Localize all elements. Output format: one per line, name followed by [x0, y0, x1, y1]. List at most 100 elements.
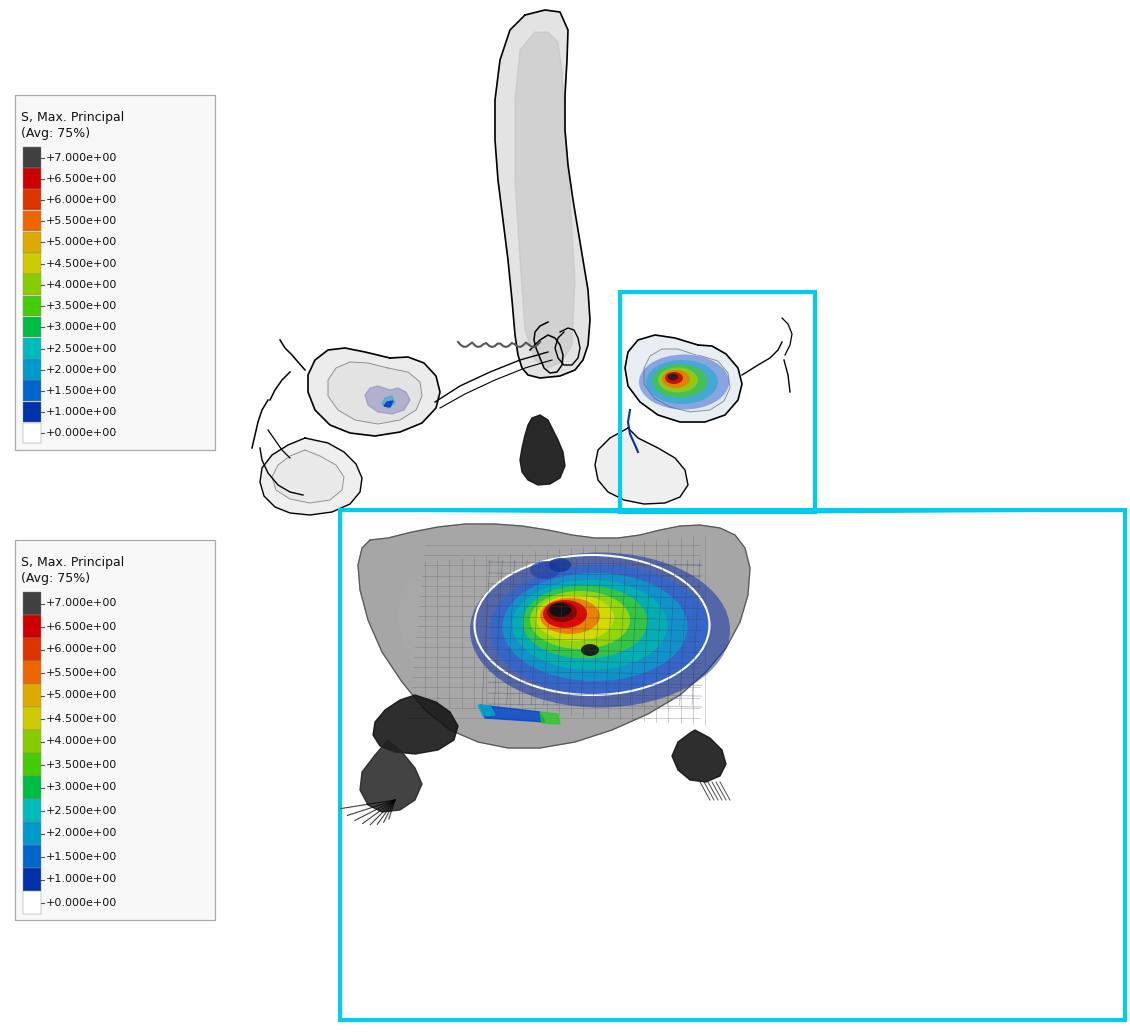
- Polygon shape: [358, 524, 750, 748]
- Bar: [23, 359, 41, 380]
- Polygon shape: [272, 450, 344, 503]
- Text: +4.500e+00: +4.500e+00: [46, 259, 118, 269]
- Bar: [15, 540, 215, 920]
- Polygon shape: [625, 335, 742, 422]
- Ellipse shape: [540, 598, 600, 634]
- Polygon shape: [384, 401, 393, 407]
- Bar: [23, 592, 41, 615]
- Bar: [340, 510, 1125, 1021]
- Text: (Avg: 75%): (Avg: 75%): [21, 572, 90, 585]
- Text: +3.000e+00: +3.000e+00: [46, 322, 118, 332]
- Ellipse shape: [547, 602, 577, 622]
- Text: S, Max. Principal: S, Max. Principal: [21, 111, 124, 124]
- Polygon shape: [480, 705, 545, 722]
- Text: +2.000e+00: +2.000e+00: [46, 828, 118, 838]
- Ellipse shape: [581, 644, 599, 656]
- Text: +4.000e+00: +4.000e+00: [46, 279, 118, 290]
- Polygon shape: [373, 694, 458, 755]
- Ellipse shape: [646, 360, 718, 404]
- Bar: [23, 422, 41, 444]
- Text: +5.500e+00: +5.500e+00: [46, 216, 118, 227]
- Text: (Avg: 75%): (Avg: 75%): [21, 127, 90, 140]
- Bar: [23, 822, 41, 845]
- Polygon shape: [360, 740, 421, 812]
- Bar: [23, 380, 41, 402]
- Polygon shape: [672, 730, 725, 782]
- Bar: [620, 292, 815, 512]
- Text: +0.000e+00: +0.000e+00: [46, 897, 118, 908]
- Polygon shape: [596, 428, 688, 504]
- Ellipse shape: [638, 355, 729, 410]
- Bar: [23, 753, 41, 775]
- Bar: [23, 211, 41, 232]
- Polygon shape: [540, 712, 560, 724]
- Ellipse shape: [652, 364, 707, 398]
- Bar: [23, 232, 41, 253]
- Bar: [23, 845, 41, 867]
- Polygon shape: [260, 438, 362, 515]
- Text: +6.000e+00: +6.000e+00: [46, 195, 118, 205]
- Ellipse shape: [530, 591, 631, 649]
- Bar: [23, 868, 41, 890]
- Bar: [23, 707, 41, 730]
- Polygon shape: [495, 10, 590, 378]
- Bar: [23, 776, 41, 798]
- Ellipse shape: [503, 573, 687, 681]
- Ellipse shape: [658, 367, 698, 392]
- Ellipse shape: [544, 600, 586, 628]
- Ellipse shape: [522, 586, 647, 658]
- Text: +3.000e+00: +3.000e+00: [46, 782, 118, 793]
- Bar: [23, 147, 41, 168]
- Bar: [23, 638, 41, 660]
- Text: +6.000e+00: +6.000e+00: [46, 645, 118, 654]
- Text: +1.500e+00: +1.500e+00: [46, 386, 118, 396]
- Polygon shape: [520, 415, 565, 485]
- Text: +2.500e+00: +2.500e+00: [46, 805, 118, 816]
- Ellipse shape: [536, 595, 614, 641]
- Bar: [23, 402, 41, 422]
- Polygon shape: [515, 32, 575, 368]
- Ellipse shape: [490, 565, 710, 694]
- Bar: [23, 189, 41, 210]
- Bar: [23, 799, 41, 822]
- Text: +4.500e+00: +4.500e+00: [46, 713, 118, 723]
- Bar: [23, 661, 41, 683]
- Polygon shape: [398, 560, 668, 712]
- Bar: [23, 684, 41, 707]
- Ellipse shape: [668, 374, 678, 381]
- Text: +5.500e+00: +5.500e+00: [46, 668, 118, 678]
- Text: +1.000e+00: +1.000e+00: [46, 875, 118, 885]
- Ellipse shape: [470, 553, 730, 708]
- Bar: [23, 730, 41, 752]
- Text: +1.500e+00: +1.500e+00: [46, 852, 118, 861]
- Polygon shape: [382, 396, 395, 408]
- Text: +7.000e+00: +7.000e+00: [46, 598, 118, 609]
- Polygon shape: [644, 349, 730, 412]
- Ellipse shape: [513, 580, 668, 670]
- Polygon shape: [328, 362, 421, 424]
- Text: +6.500e+00: +6.500e+00: [46, 621, 118, 631]
- Polygon shape: [308, 348, 440, 436]
- Text: +1.000e+00: +1.000e+00: [46, 407, 118, 417]
- Ellipse shape: [549, 558, 571, 572]
- Bar: [23, 317, 41, 337]
- Text: +3.500e+00: +3.500e+00: [46, 760, 118, 769]
- Text: +2.500e+00: +2.500e+00: [46, 344, 118, 354]
- Bar: [15, 95, 215, 450]
- Ellipse shape: [662, 369, 690, 388]
- Text: +5.000e+00: +5.000e+00: [46, 237, 118, 247]
- Text: +0.000e+00: +0.000e+00: [46, 428, 118, 439]
- Text: +6.500e+00: +6.500e+00: [46, 174, 118, 184]
- Bar: [23, 615, 41, 638]
- Bar: [23, 254, 41, 274]
- Polygon shape: [478, 705, 495, 716]
- Text: +5.000e+00: +5.000e+00: [46, 690, 118, 701]
- Text: S, Max. Principal: S, Max. Principal: [21, 556, 124, 569]
- Text: +4.000e+00: +4.000e+00: [46, 737, 118, 746]
- Bar: [23, 338, 41, 359]
- Bar: [23, 891, 41, 914]
- Ellipse shape: [549, 603, 571, 617]
- Bar: [23, 296, 41, 317]
- Bar: [15, 95, 215, 450]
- Text: +7.000e+00: +7.000e+00: [46, 152, 118, 162]
